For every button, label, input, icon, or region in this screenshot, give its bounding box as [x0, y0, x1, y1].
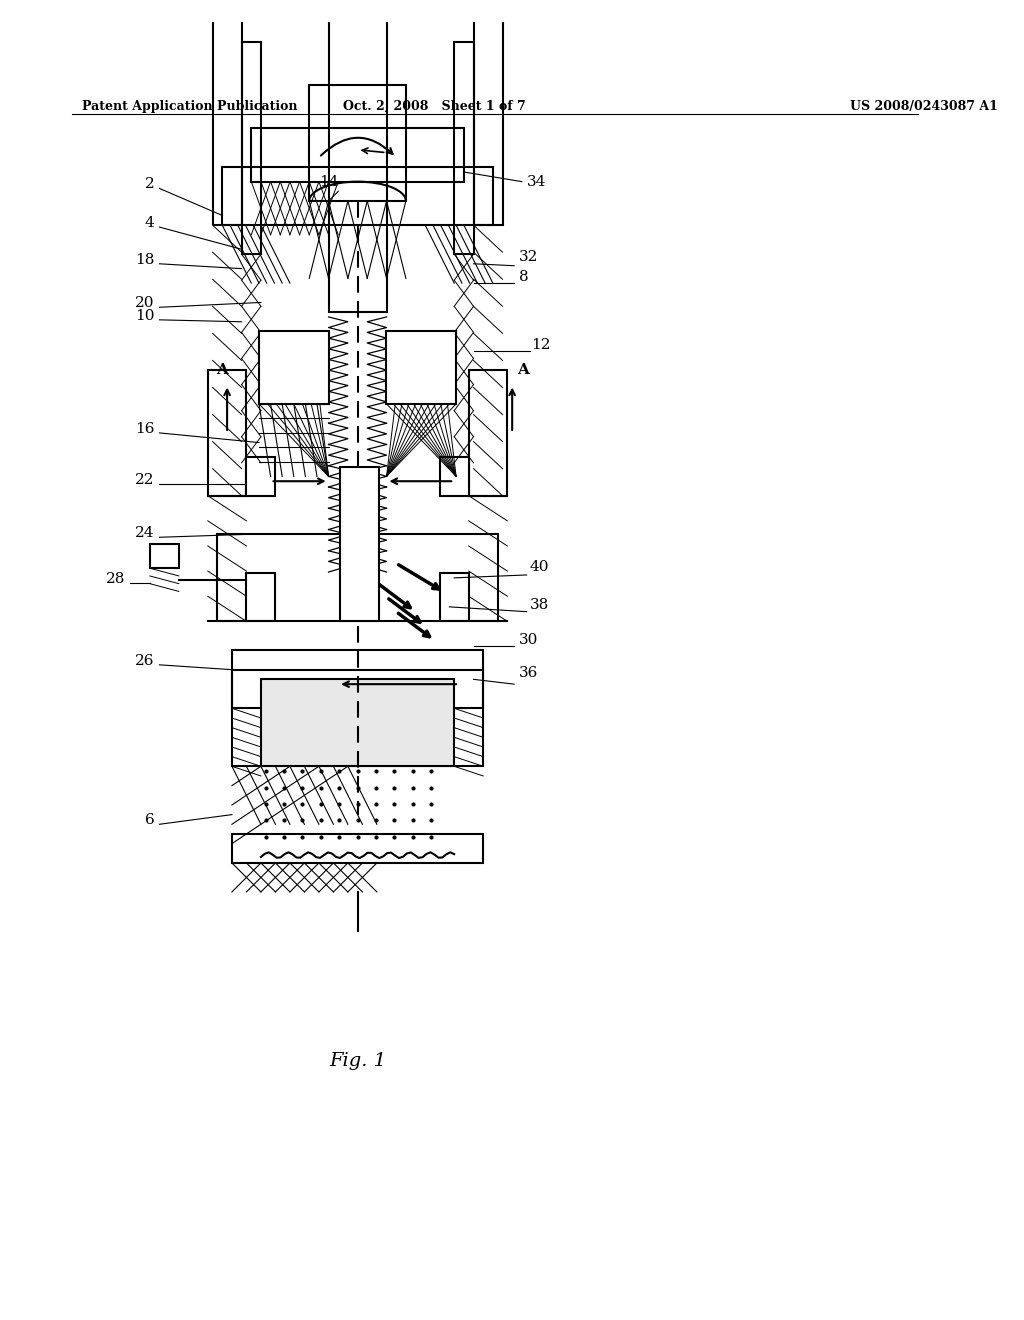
Bar — [261, 680, 455, 767]
Text: 14: 14 — [318, 176, 338, 190]
Bar — [231, 651, 483, 709]
Text: 6: 6 — [144, 813, 155, 828]
Bar — [439, 573, 469, 622]
Text: 8: 8 — [519, 271, 528, 284]
Bar — [217, 535, 498, 622]
Bar — [309, 84, 406, 201]
Bar — [473, 0, 503, 226]
Bar — [213, 0, 242, 226]
Bar — [208, 370, 247, 496]
Text: US 2008/0243087 A1: US 2008/0243087 A1 — [850, 99, 998, 112]
Bar — [439, 457, 469, 496]
Text: 40: 40 — [529, 560, 549, 574]
Bar — [329, 3, 386, 312]
Text: A: A — [517, 363, 528, 376]
Text: 32: 32 — [519, 249, 539, 264]
Bar — [247, 457, 275, 496]
Text: 4: 4 — [144, 216, 155, 230]
Text: 28: 28 — [106, 572, 126, 586]
Bar — [340, 467, 379, 622]
Text: A: A — [216, 363, 228, 376]
Text: 2: 2 — [144, 177, 155, 191]
Text: 30: 30 — [519, 632, 539, 647]
Bar — [231, 669, 483, 767]
Text: 34: 34 — [526, 176, 546, 190]
Bar — [469, 370, 507, 496]
Bar — [231, 834, 483, 863]
Text: 20: 20 — [135, 296, 155, 310]
Text: 24: 24 — [135, 527, 155, 540]
FancyBboxPatch shape — [259, 331, 329, 404]
Text: 36: 36 — [519, 667, 539, 680]
Bar — [455, 41, 473, 255]
Text: 22: 22 — [135, 473, 155, 487]
FancyBboxPatch shape — [386, 331, 457, 404]
Text: 38: 38 — [529, 598, 549, 611]
Bar — [150, 544, 179, 568]
Text: 16: 16 — [135, 422, 155, 436]
Text: 10: 10 — [135, 309, 155, 323]
Text: Oct. 2, 2008   Sheet 1 of 7: Oct. 2, 2008 Sheet 1 of 7 — [343, 99, 526, 112]
Text: 18: 18 — [135, 253, 155, 267]
Bar — [251, 128, 464, 182]
Bar — [242, 41, 261, 255]
Bar — [222, 168, 493, 226]
Text: Fig. 1: Fig. 1 — [329, 1052, 386, 1071]
Bar — [247, 573, 275, 622]
Text: 12: 12 — [531, 338, 551, 352]
Text: 26: 26 — [135, 653, 155, 668]
Text: Patent Application Publication: Patent Application Publication — [82, 99, 298, 112]
